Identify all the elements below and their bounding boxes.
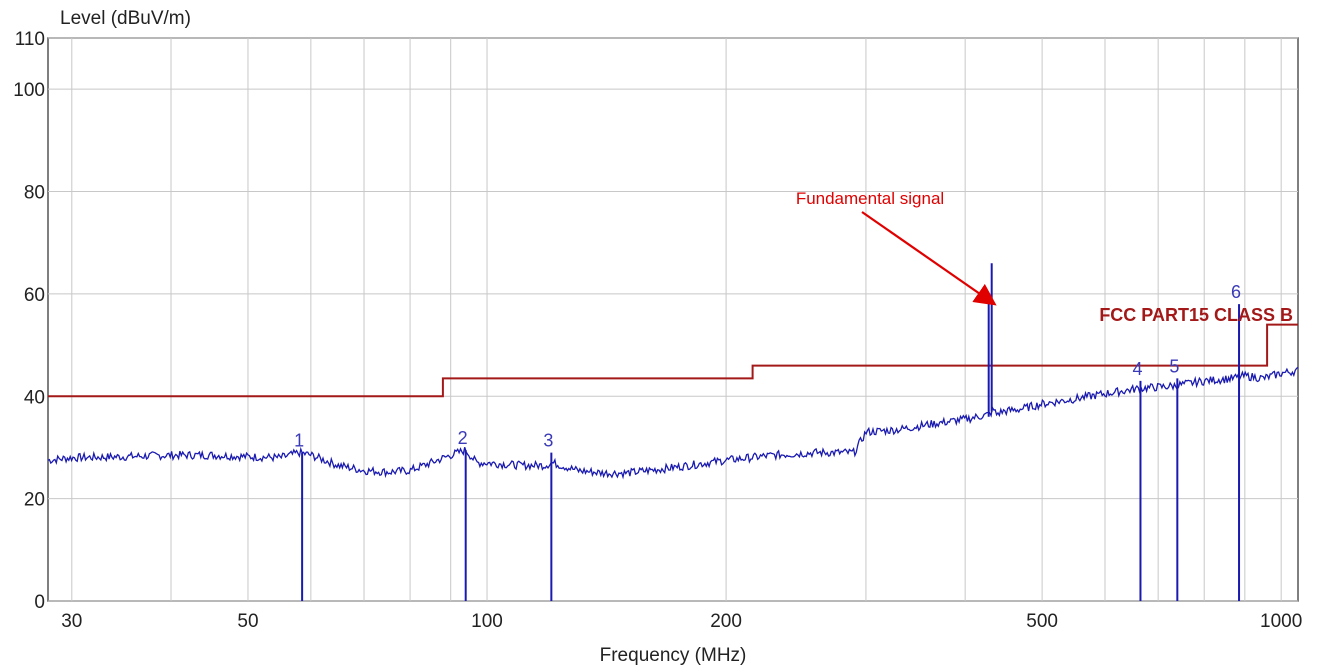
trace-line: [47, 366, 1299, 480]
y-axis-ticks: 0 20 40 60 80 100 110: [13, 29, 45, 613]
marker-label: 6: [1231, 282, 1241, 302]
limit-step-line: [48, 323, 1298, 398]
marker-lines: 1 2 3 4 5 6: [294, 282, 1241, 601]
marker-label: 1: [294, 431, 304, 451]
marker-label: 4: [1132, 359, 1142, 379]
marker-label: 3: [543, 431, 553, 451]
y-axis-label: Level (dBuV/m): [60, 8, 191, 29]
grid: [48, 37, 1298, 602]
y-tick-label: 100: [13, 80, 45, 101]
plot-frame: [47, 37, 1299, 602]
x-tick-label: 500: [1026, 611, 1058, 632]
y-tick-label: 80: [24, 183, 45, 204]
x-tick-label: 100: [471, 611, 503, 632]
x-tick-label: 1000: [1260, 611, 1302, 632]
fundamental-signal-arrow: [861, 211, 997, 306]
x-axis-ticks: 30 50 100 200 500 1000: [61, 611, 1302, 632]
marker-label: 5: [1169, 356, 1179, 376]
limit-line: [48, 323, 1298, 398]
marker-label: 2: [458, 428, 468, 448]
y-tick-label: 40: [24, 387, 45, 408]
x-axis-label: Frequency (MHz): [600, 645, 747, 666]
limit-line-label: FCC PART15 CLASS B: [1099, 305, 1293, 325]
x-tick-label: 200: [710, 611, 742, 632]
y-tick-label: 60: [24, 285, 45, 306]
y-tick-label: 110: [15, 29, 45, 50]
x-tick-label: 30: [61, 611, 82, 632]
y-tick-label: 20: [24, 490, 45, 511]
x-tick-label: 50: [237, 611, 258, 632]
y-tick-label: 0: [34, 592, 45, 613]
fundamental-signal-annotation: Fundamental signal: [796, 189, 944, 208]
